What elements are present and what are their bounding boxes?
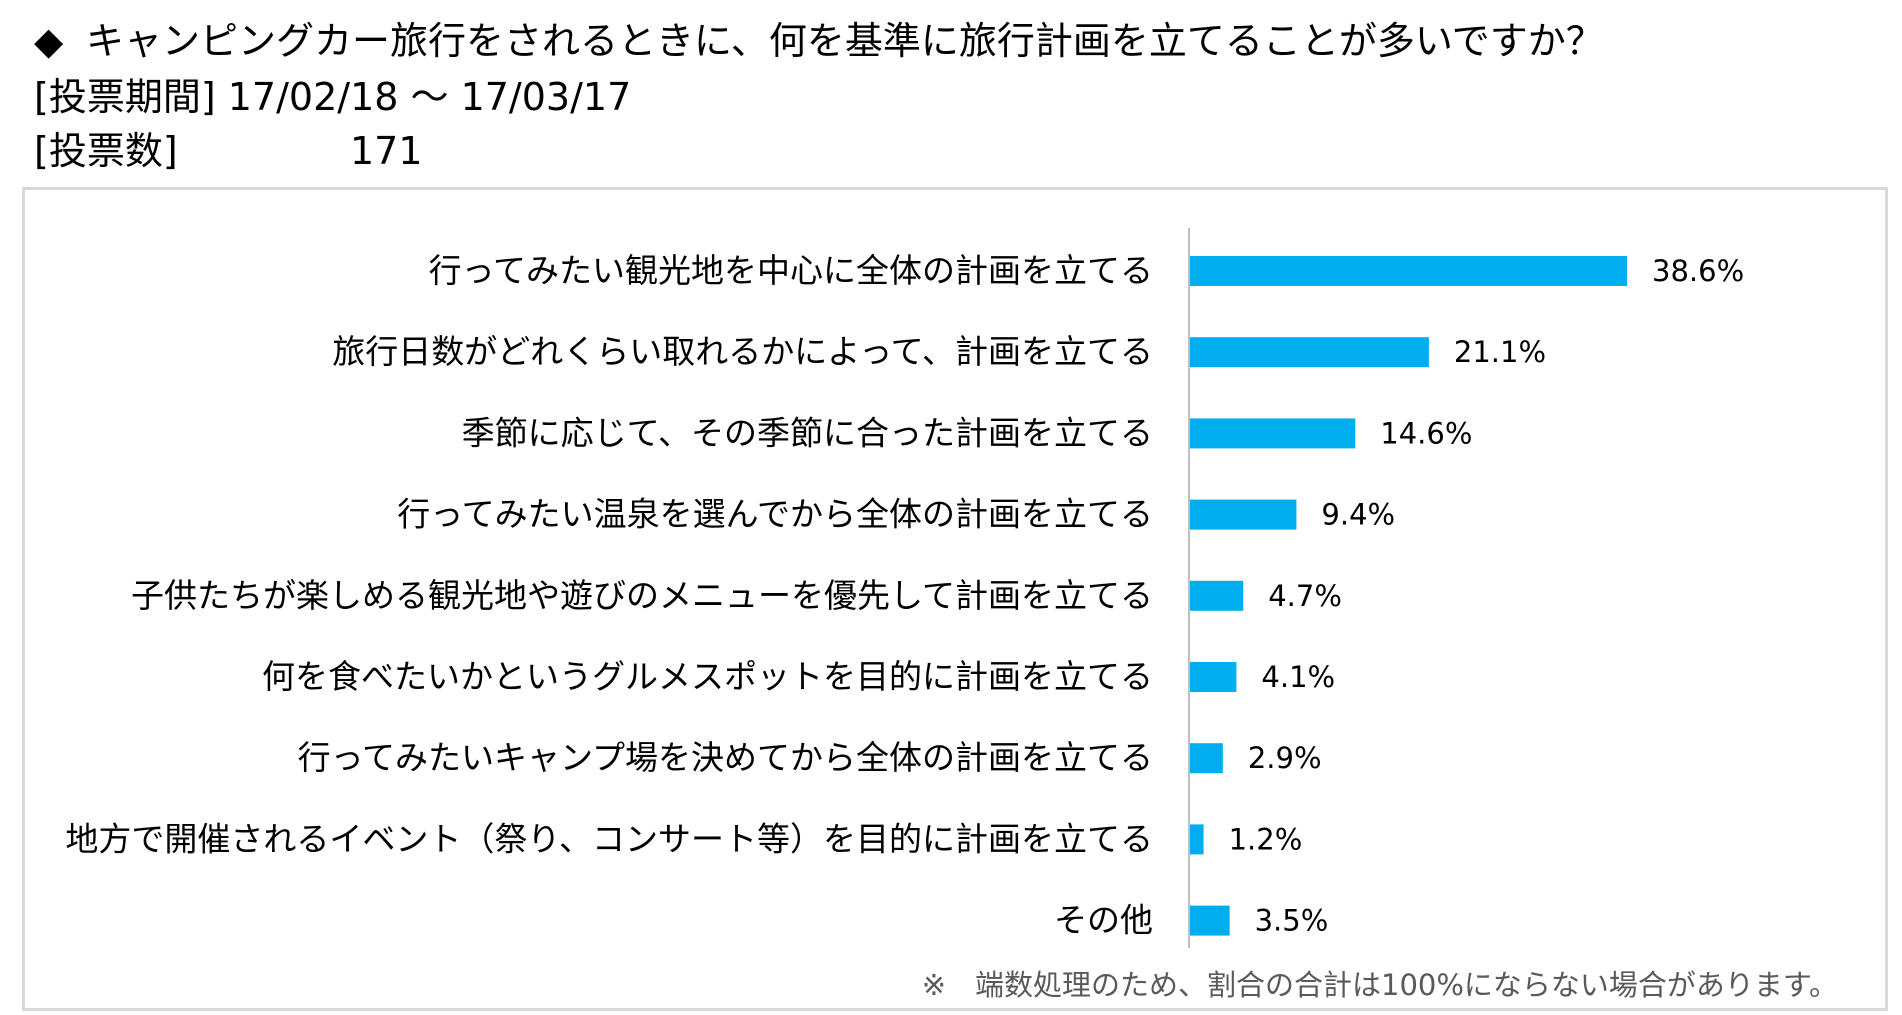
bar-3 — [1190, 499, 1297, 530]
category-label-7: 地方で開催されるイベント（祭り、コンサート等）を目的に計画を立てる — [65, 819, 1153, 858]
voting-period-label: [投票期間] — [34, 75, 216, 119]
category-label-5: 何を食べたいかというグルメスポットを目的に計画を立てる — [262, 657, 1153, 696]
value-label-6: 2.9% — [1248, 741, 1322, 775]
vote-count-line: [投票数] 171 — [34, 128, 423, 174]
value-label-7: 1.2% — [1229, 822, 1303, 856]
category-label-1: 旅行日数がどれくらい取れるかによって、計画を立てる — [332, 332, 1153, 371]
bar-6 — [1190, 743, 1223, 774]
bar-7 — [1190, 824, 1204, 855]
bars-layer: 行ってみたい観光地を中心に全体の計画を立てる 38.6% 旅行日数がどれくらい取れる… — [65, 251, 1744, 940]
diamond-bullet-icon: ◆ — [34, 19, 64, 63]
vote-count-value: 171 — [350, 129, 423, 173]
value-label-1: 21.1% — [1454, 335, 1546, 369]
bar-0 — [1190, 256, 1627, 286]
footnote: ※ 端数処理のため、割合の合計は100%にならない場合があります。 — [921, 968, 1838, 1002]
question-line: ◆ キャンピングカー旅行をされるときに、何を基準に旅行計画を立てることが多いですか… — [34, 18, 1604, 64]
category-label-8: その他 — [1054, 901, 1153, 940]
category-label-4: 子供たちが楽しめる観光地や遊びのメニューを優先して計画を立てる — [131, 576, 1153, 615]
value-label-0: 38.6% — [1652, 254, 1744, 288]
vote-count-label: [投票数] — [34, 129, 178, 173]
chart-frame — [22, 187, 1888, 1011]
question-text: キャンピングカー旅行をされるときに、何を基準に旅行計画を立てることが多いですか？ — [86, 19, 1604, 63]
category-label-3: 行ってみたい温泉を選んでから全体の計画を立てる — [397, 495, 1153, 534]
value-label-5: 4.1% — [1261, 660, 1335, 694]
bar-5 — [1190, 662, 1237, 692]
category-label-0: 行ってみたい観光地を中心に全体の計画を立てる — [429, 251, 1153, 290]
value-label-2: 14.6% — [1380, 416, 1472, 450]
bar-4 — [1190, 580, 1244, 611]
voting-period-value: 17/02/18 ～ 17/03/17 — [227, 75, 632, 119]
bar-2 — [1190, 418, 1356, 449]
category-label-6: 行ってみたいキャンプ場を決めてから全体の計画を立てる — [298, 738, 1153, 777]
voting-period-line: [投票期間] 17/02/18 ～ 17/03/17 — [34, 74, 631, 120]
category-label-2: 季節に応じて、その季節に合った計画を立てる — [462, 413, 1153, 452]
value-label-4: 4.7% — [1268, 579, 1342, 613]
bar-1 — [1190, 337, 1429, 368]
value-label-8: 3.5% — [1255, 904, 1329, 938]
bar-8 — [1190, 905, 1230, 936]
value-label-3: 9.4% — [1321, 498, 1395, 532]
